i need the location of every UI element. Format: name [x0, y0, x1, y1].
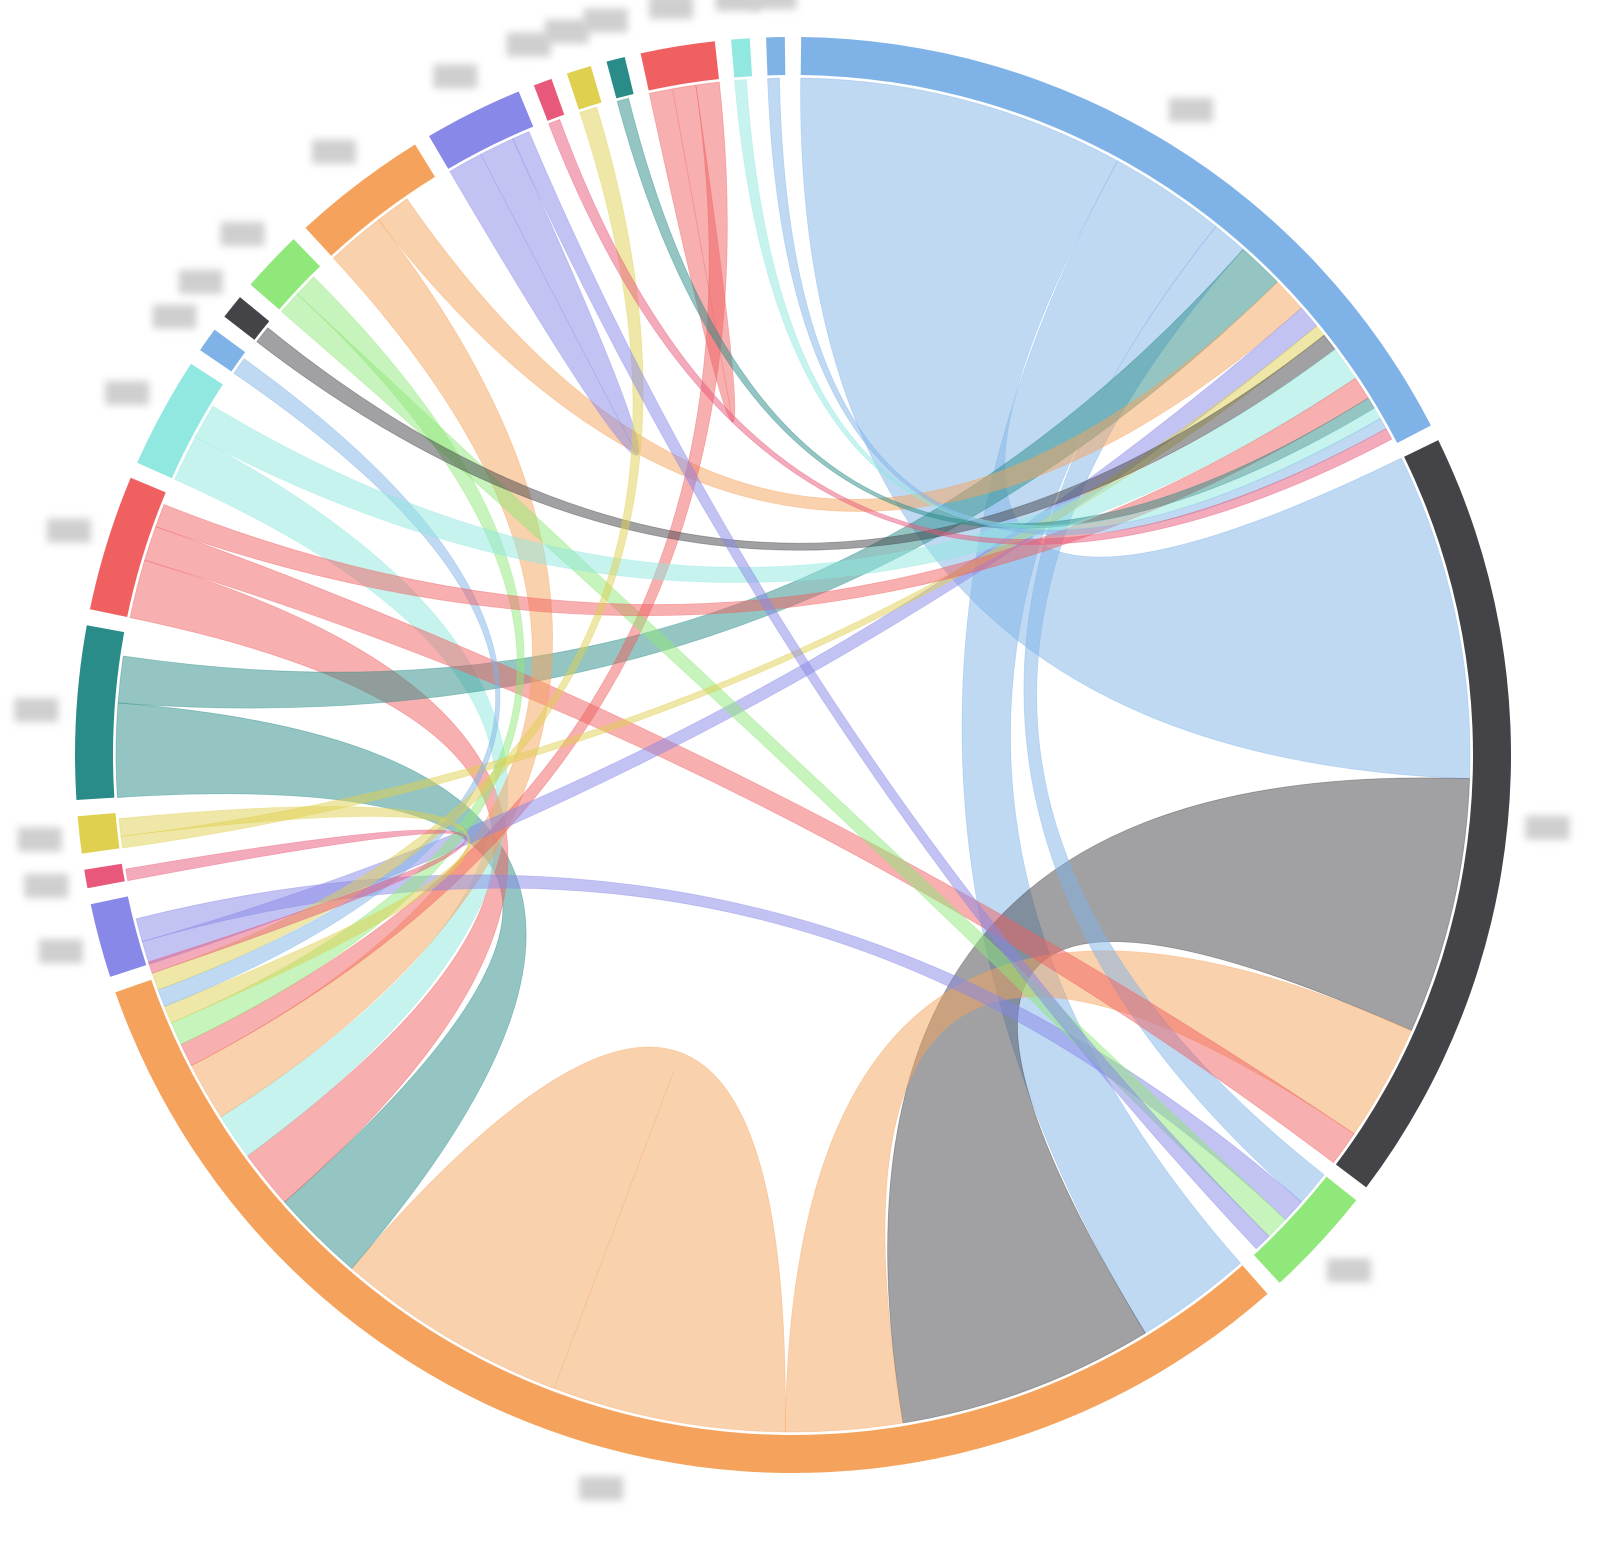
ribbons — [115, 77, 1471, 1433]
group-arc — [640, 41, 719, 91]
ribbon — [767, 77, 1387, 536]
group-arc — [74, 625, 125, 801]
group-arc — [250, 239, 321, 310]
blurred-labels — [14, 0, 1570, 1501]
label-placeholder — [1326, 1258, 1371, 1283]
label-placeholder — [583, 8, 628, 33]
label-placeholder — [1525, 815, 1570, 840]
ribbon — [125, 829, 467, 974]
ribbon — [377, 198, 1303, 512]
group-arc — [1335, 440, 1511, 1188]
ribbon — [548, 118, 1393, 545]
ribbon — [129, 559, 509, 1203]
group-arc — [566, 66, 602, 110]
ribbon — [1023, 225, 1325, 1203]
group-arc — [115, 979, 1268, 1473]
label-placeholder — [17, 827, 62, 852]
group-arc — [428, 91, 534, 169]
group-arc — [305, 144, 436, 256]
label-placeholder — [312, 139, 357, 164]
label-placeholder — [506, 32, 551, 57]
label-placeholder — [544, 19, 589, 44]
ribbon — [144, 526, 1355, 1164]
group-arc — [90, 896, 147, 977]
ribbon — [351, 1046, 786, 1433]
ribbon — [449, 138, 640, 456]
label-placeholder — [38, 939, 83, 964]
group-arc — [533, 78, 565, 121]
group-arc — [84, 863, 125, 889]
ribbon — [616, 97, 1375, 529]
label-placeholder — [152, 304, 197, 329]
group-arc — [224, 297, 270, 340]
ribbon — [174, 436, 509, 1157]
ribbon — [117, 248, 1278, 709]
label-placeholder — [46, 518, 91, 543]
group-arc — [89, 477, 166, 617]
label-placeholder — [649, 0, 694, 19]
ribbon — [280, 293, 1287, 1238]
ribbon — [734, 79, 1381, 531]
label-placeholder — [715, 0, 760, 12]
label-placeholder — [433, 64, 478, 89]
label-placeholder — [579, 1476, 624, 1501]
label-placeholder — [220, 221, 265, 246]
group-arc — [731, 38, 753, 78]
ribbon — [151, 106, 644, 991]
label-placeholder — [14, 697, 59, 722]
ribbon — [155, 377, 1369, 617]
group-arc — [1253, 1176, 1357, 1283]
group-arc — [77, 813, 120, 854]
ribbon — [256, 327, 1336, 551]
label-placeholder — [104, 381, 149, 406]
ribbon — [512, 131, 1270, 1250]
group-arc — [137, 363, 223, 479]
label-placeholder — [178, 269, 223, 294]
group-arc — [800, 37, 1431, 443]
group-arc — [606, 57, 634, 99]
label-placeholder — [24, 873, 69, 898]
label-placeholder — [1168, 97, 1213, 122]
label-placeholder — [752, 0, 797, 10]
group-arc — [200, 329, 246, 372]
ribbon — [120, 325, 1325, 849]
group-arc — [766, 37, 786, 76]
group-arcs — [74, 37, 1511, 1473]
